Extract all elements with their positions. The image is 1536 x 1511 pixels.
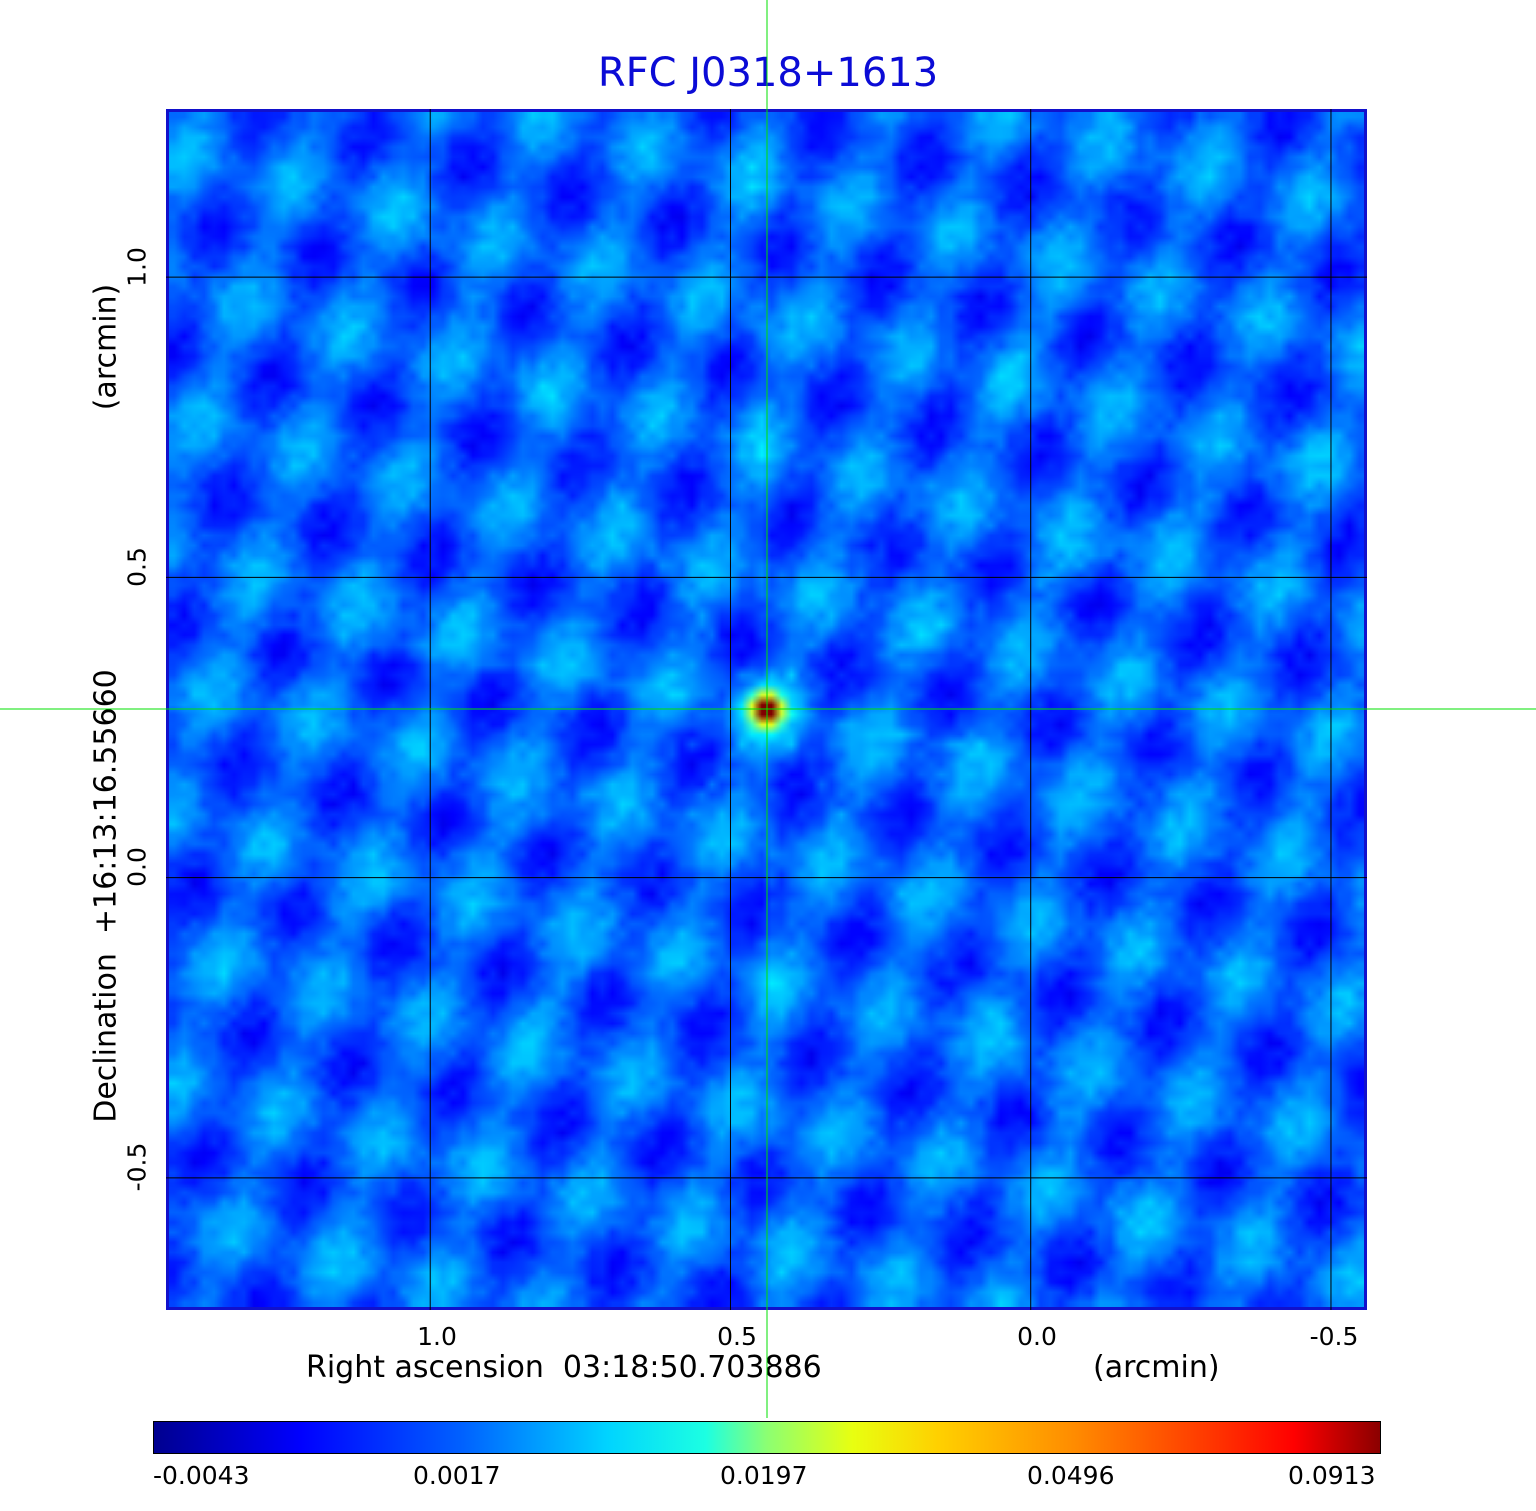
colorbar-tick-label: 0.0913 xyxy=(1288,1461,1376,1490)
coordinate-grid xyxy=(166,109,1367,1310)
chart-title: RFC J0318+1613 xyxy=(597,50,939,96)
x-tick-label: 0.5 xyxy=(717,1322,757,1351)
y-tick-label: -0.5 xyxy=(122,1142,152,1192)
x-tick-label: 0.0 xyxy=(1017,1322,1057,1351)
x-axis-unit: (arcmin) xyxy=(1093,1350,1220,1385)
y-tick-label: 0.0 xyxy=(122,847,152,887)
colorbar xyxy=(153,1421,1381,1454)
colorbar-tick-label: 0.0496 xyxy=(1027,1461,1115,1490)
x-axis-label: Right ascension 03:18:50.703886 xyxy=(306,1350,822,1385)
colorbar-tick-label: 0.0197 xyxy=(720,1461,808,1490)
x-tick-label: -0.5 xyxy=(1309,1322,1359,1351)
colorbar-tick-label: 0.0017 xyxy=(413,1461,501,1490)
y-axis-label: Declination +16:13:16.55660 xyxy=(88,669,124,1123)
x-tick-label: 1.0 xyxy=(417,1322,457,1351)
y-tick-label: 0.5 xyxy=(122,547,152,587)
y-tick-label: 1.0 xyxy=(122,247,152,287)
colorbar-tick-label: -0.0043 xyxy=(153,1461,250,1490)
y-axis-unit: (arcmin) xyxy=(88,283,124,411)
